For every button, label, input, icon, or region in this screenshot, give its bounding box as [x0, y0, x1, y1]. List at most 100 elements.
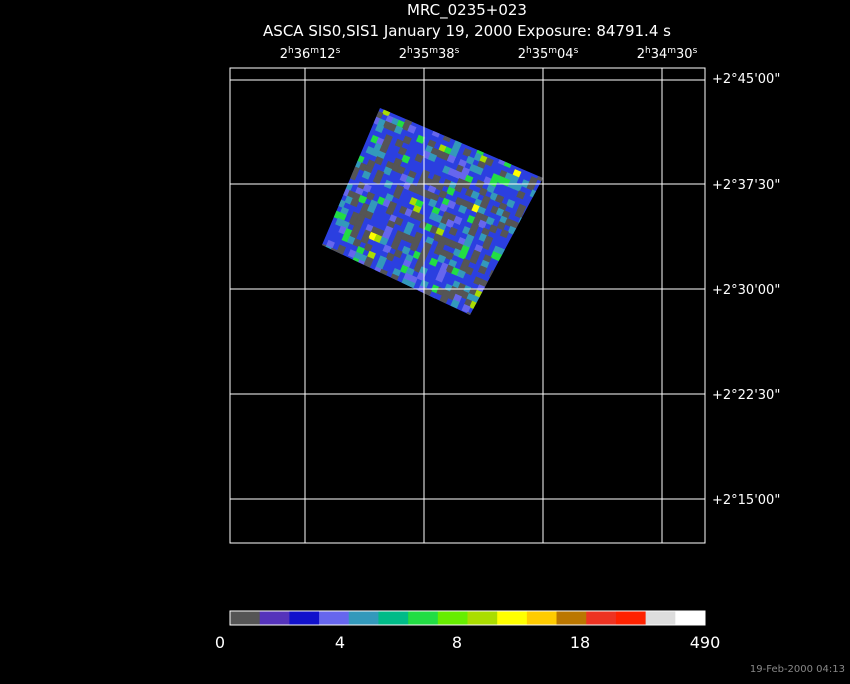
image-pixel: [407, 124, 417, 134]
image-pixel: [374, 123, 385, 134]
ra-label-part: 35: [413, 47, 430, 62]
image-pixel: [469, 255, 479, 265]
image-pixel: [464, 266, 474, 276]
image-pixel: [445, 218, 455, 229]
ra-label-part: 34: [651, 47, 668, 62]
colorbar-swatch: [230, 611, 260, 625]
image-pixel: [350, 198, 360, 208]
image-pixel: [352, 238, 362, 248]
image-pixel: [394, 216, 404, 226]
ra-label-part: h: [645, 46, 651, 56]
image-pixel: [382, 244, 392, 254]
ra-label-part: s: [693, 46, 698, 56]
image-pixel: [383, 166, 393, 176]
image-pixel: [439, 294, 449, 304]
colorbar-label: 18: [570, 633, 590, 652]
ra-label-part: s: [574, 46, 579, 56]
image-pixel: [438, 189, 448, 200]
timestamp: 19-Feb-2000 04:13: [750, 664, 845, 675]
image-pixel: [456, 269, 466, 279]
image-pixel: [360, 235, 370, 245]
image-pixel: [409, 242, 419, 252]
dec-label: +2°37'30": [712, 178, 780, 193]
ra-label-part: 2: [280, 47, 288, 62]
image-pixel: [436, 254, 447, 264]
colorbar-label: 8: [452, 633, 462, 652]
image-pixel: [392, 189, 402, 200]
ra-label-part: m: [667, 46, 676, 56]
image-pixel: [446, 200, 457, 210]
colorbar-swatch: [259, 611, 290, 625]
colorbar-swatch: [348, 611, 379, 625]
colorbar-swatch: [467, 611, 498, 625]
ra-label-part: s: [455, 46, 460, 56]
image-pixel: [363, 242, 373, 253]
image-pixel: [364, 210, 374, 220]
ra-label-part: h: [407, 46, 413, 56]
image-pixel: [453, 215, 463, 225]
dec-label: +2°15'00": [712, 493, 780, 508]
ra-label: 2h35m04s: [518, 46, 579, 62]
title: MRC_0235+023: [407, 1, 527, 20]
image-pixel: [474, 166, 484, 176]
image-pixel: [484, 157, 494, 167]
coordinate-grid: [229, 67, 706, 544]
colorbar-swatch: [319, 611, 350, 625]
image-pixel: [393, 125, 404, 135]
colorbar-swatch: [437, 611, 468, 625]
colorbar-swatch: [497, 611, 528, 625]
image-pixel: [485, 216, 495, 226]
ra-label-part: h: [526, 46, 532, 56]
image-pixel: [414, 153, 424, 163]
image-pixel: [401, 154, 411, 164]
image-pixel: [415, 212, 425, 222]
ra-label: 2h36m12s: [280, 46, 341, 62]
colorbar-swatch: [615, 611, 646, 625]
dec-label: +2°22'30": [712, 388, 780, 403]
image-pixel: [390, 241, 400, 251]
colorbar-swatch: [289, 611, 320, 625]
dec-label: +2°30'00": [712, 283, 780, 298]
ra-label-part: h: [288, 46, 294, 56]
ra-label-part: 36: [294, 47, 311, 62]
image-pixel: [372, 175, 382, 185]
image-pixel: [499, 229, 510, 239]
ra-label-part: 30: [676, 47, 693, 62]
image-pixel: [514, 209, 524, 219]
image-pixel: [439, 203, 449, 213]
image-pixel: [428, 198, 438, 208]
image-pixel: [396, 165, 406, 175]
image-pixel: [402, 135, 412, 145]
image-pixel: [494, 194, 505, 204]
ra-label-part: 2: [399, 47, 407, 62]
image-pixel: [393, 249, 403, 259]
colorbar-swatch: [526, 611, 557, 625]
image-pixel: [429, 257, 439, 267]
ra-label-part: s: [336, 46, 341, 56]
image-pixel: [416, 271, 426, 282]
ra-label-part: m: [429, 46, 438, 56]
colorbar-swatch: [378, 611, 409, 625]
image-pixel: [465, 155, 475, 166]
image-pixel: [357, 194, 368, 205]
image-pixel: [496, 221, 506, 231]
dec-label: +2°45'00": [712, 72, 780, 87]
colorbar-swatch: [408, 611, 439, 625]
subtitle: ASCA SIS0,SIS1 January 19, 2000 Exposure…: [263, 22, 671, 40]
colorbar-swatch: [586, 611, 617, 625]
image-pixel: [457, 204, 468, 214]
colorbar-swatch: [645, 611, 676, 625]
image-pixel: [453, 183, 464, 193]
colorbar-swatch: [556, 611, 587, 625]
image-pixel: [427, 152, 438, 163]
ra-label-part: 12: [319, 47, 336, 62]
image-pixel: [385, 206, 395, 216]
image-pixel: [448, 226, 458, 236]
image-pixel: [362, 183, 372, 193]
ra-label-part: 38: [438, 47, 455, 62]
ra-label-part: 2: [518, 47, 526, 62]
colorbar-swatch: [675, 611, 706, 625]
image-pixel: [513, 182, 523, 192]
image-pixel: [458, 250, 468, 260]
